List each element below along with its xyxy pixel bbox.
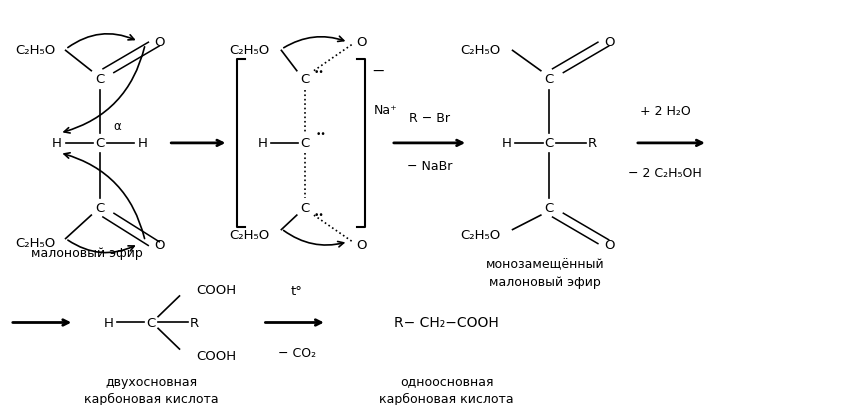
Text: карбоновая кислота: карбоновая кислота [380,392,514,405]
Text: H: H [103,316,113,329]
Text: C₂H₅O: C₂H₅O [15,237,56,249]
Text: C₂H₅O: C₂H₅O [15,44,56,57]
Text: ••: •• [315,129,326,138]
Text: монозамещённый: монозамещённый [486,258,605,271]
Text: t°: t° [291,284,302,297]
Text: C: C [545,137,554,150]
Text: двухосновная: двухосновная [105,375,198,388]
Text: R− CH₂−COOH: R− CH₂−COOH [394,316,499,330]
Text: + 2 H₂O: + 2 H₂O [640,105,691,118]
Text: O: O [155,238,165,251]
Text: карбоновая кислота: карбоновая кислота [84,392,218,405]
Text: одноосновная: одноосновная [400,375,493,388]
Text: O: O [155,36,165,49]
Text: O: O [604,36,614,49]
Text: ••: •• [314,210,325,219]
Text: O: O [356,36,366,49]
Text: H: H [137,137,148,150]
Text: C₂H₅O: C₂H₅O [229,44,270,57]
Text: ••: •• [314,68,325,77]
Text: C₂H₅O: C₂H₅O [460,228,501,241]
Text: C: C [545,73,554,86]
Text: C: C [95,201,105,214]
Text: H: H [502,137,511,150]
Text: O: O [604,238,614,251]
Text: C₂H₅O: C₂H₅O [229,228,270,241]
Text: − NaBr: − NaBr [407,159,452,172]
Text: C: C [301,73,310,86]
Text: − CO₂: − CO₂ [277,346,316,359]
Text: малоновый эфир: малоновый эфир [31,246,143,259]
Text: C: C [95,73,105,86]
Text: C: C [545,201,554,214]
Text: α: α [113,119,121,132]
Text: −: − [371,64,385,79]
Text: C: C [147,316,155,329]
Text: R: R [190,316,198,329]
Text: H: H [52,137,62,150]
Text: O: O [356,238,366,251]
Text: малоновый эфир: малоновый эфир [490,275,601,288]
Text: − 2 C₂H₅OH: − 2 C₂H₅OH [628,167,702,180]
Text: C: C [301,137,310,150]
Text: C₂H₅O: C₂H₅O [460,44,501,57]
Text: COOH: COOH [197,283,237,296]
Text: H: H [258,137,267,150]
Text: Na⁺: Na⁺ [374,104,398,117]
Text: R − Br: R − Br [409,112,450,125]
Text: C: C [301,201,310,214]
Text: R: R [588,137,597,150]
Text: COOH: COOH [197,350,237,362]
Text: C: C [95,137,105,150]
